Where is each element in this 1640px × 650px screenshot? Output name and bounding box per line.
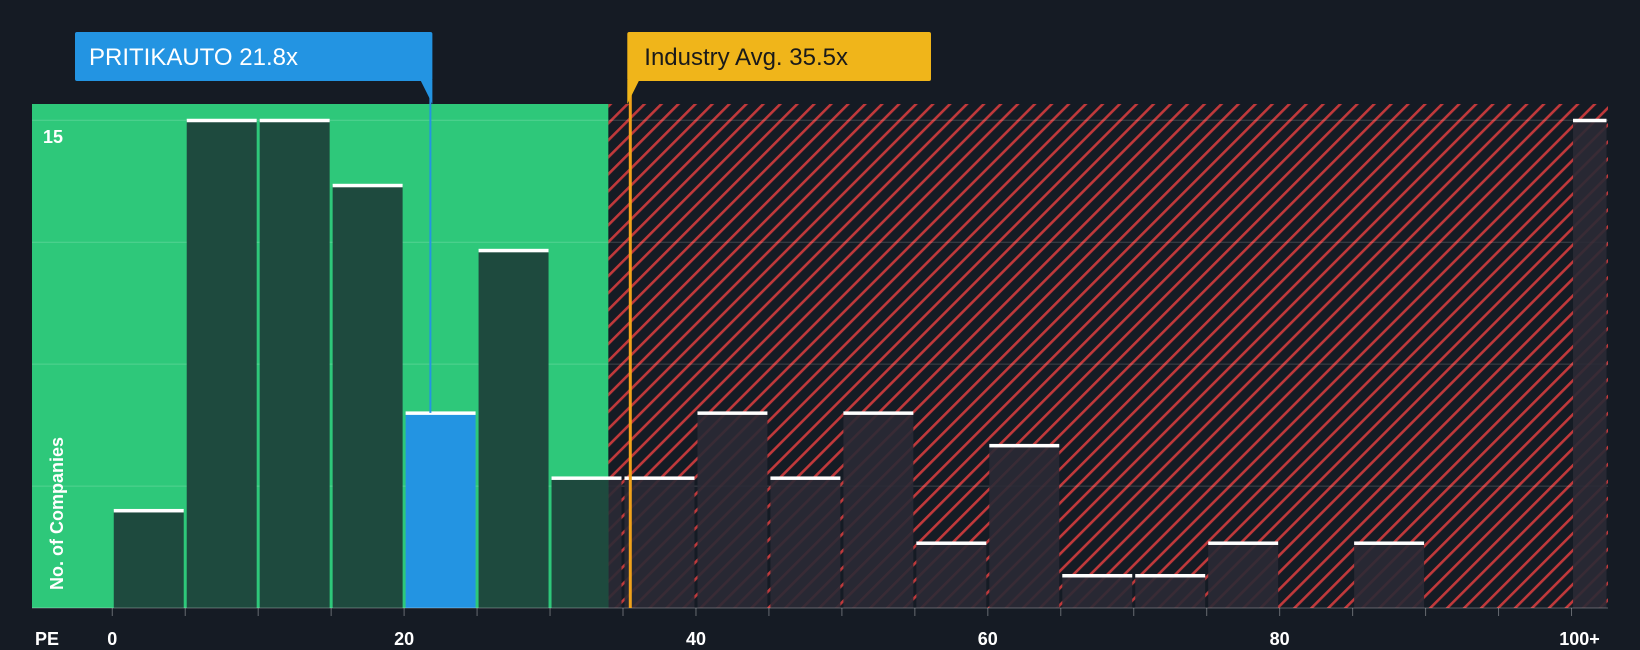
bar-cap-100 [1573, 118, 1607, 123]
bar-cap-20 [405, 411, 476, 415]
bar-100 [1573, 120, 1607, 609]
company-callout-box [75, 32, 433, 81]
x-ticks [32, 607, 1608, 616]
bar-cap-5 [186, 118, 257, 123]
company-callout-pointer [420, 80, 433, 104]
bar-45 [770, 477, 841, 608]
bar-cap-0 [113, 508, 184, 513]
x-tick-label-60: 60 [978, 629, 998, 649]
x-tick-label-80: 80 [1270, 629, 1290, 649]
y-axis-label: No. of Companies [47, 437, 67, 590]
bar-cap-45 [770, 476, 841, 480]
bar-75 [1208, 542, 1279, 608]
bar-cap-85 [1354, 541, 1425, 545]
bar-cap-40 [697, 411, 768, 415]
x-axis-label: PE [35, 629, 59, 649]
x-tick-label-0: 0 [107, 629, 117, 649]
bar-cap-15 [332, 183, 403, 188]
x-tick-label-20: 20 [394, 629, 414, 649]
bar-55 [916, 542, 987, 608]
bar-cap-35 [624, 476, 695, 480]
company-callout: PRITIKAUTO 21.8x [75, 32, 433, 104]
bar-cap-25 [478, 248, 549, 253]
bar-cap-55 [916, 541, 987, 545]
bar-30 [551, 477, 609, 608]
industry-callout-box [627, 32, 931, 81]
bar-65 [1062, 575, 1133, 608]
bar-10 [259, 120, 330, 609]
bar-5 [186, 120, 257, 609]
bar-85 [1354, 542, 1425, 608]
bar-cap-65 [1062, 573, 1133, 578]
bar-25 [478, 250, 549, 609]
bar-cap-60 [989, 443, 1060, 448]
bar-50 [843, 412, 914, 608]
bar-30-overflow [608, 477, 622, 608]
x-tick-label-40: 40 [686, 629, 706, 649]
x-tick-label-100-plus: 100+ [1559, 629, 1600, 649]
bar-70 [1135, 575, 1206, 608]
bar-cap-75 [1208, 541, 1279, 545]
bar-cap-70 [1135, 573, 1206, 578]
bar-40 [697, 412, 768, 608]
bar-0 [113, 510, 184, 608]
bar-60 [989, 445, 1060, 608]
bar-cap-30 [551, 476, 622, 480]
bar-35 [624, 477, 695, 608]
industry-callout-pointer [627, 80, 640, 104]
bars [113, 118, 1607, 609]
bar-cap-10 [259, 118, 330, 123]
industry-callout-label: Industry Avg. 35.5x [644, 44, 848, 71]
bar-20 [405, 412, 476, 608]
y-tick-label-15: 15 [43, 127, 63, 147]
industry-callout: Industry Avg. 35.5x [627, 32, 931, 104]
bar-cap-50 [843, 411, 914, 415]
bar-15 [332, 185, 403, 608]
company-callout-label: PRITIKAUTO 21.8x [89, 44, 298, 71]
